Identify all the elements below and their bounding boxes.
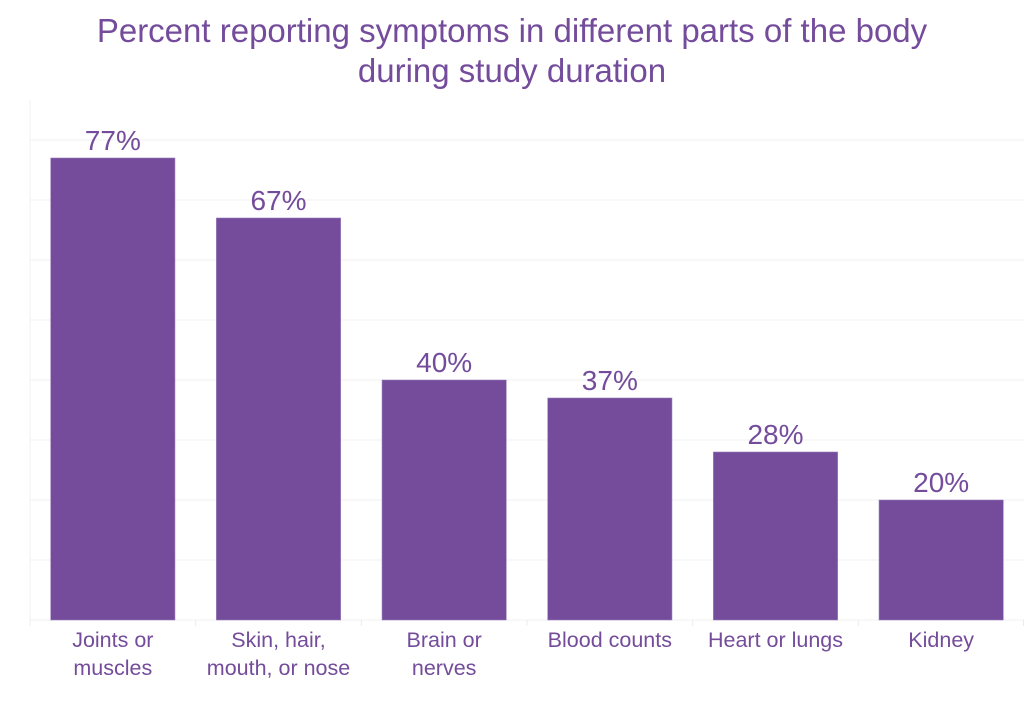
chart-title: Percent reporting symptoms in different … (97, 12, 928, 89)
data-label: 67% (250, 185, 306, 216)
data-label: 37% (582, 365, 638, 396)
bars (50, 157, 1004, 621)
bar (50, 157, 176, 621)
gridlines (29, 100, 1024, 626)
x-axis-tick-labels: Joints or muscles Skin, hair, mouth, or nos… (72, 628, 974, 680)
x-tick-label: Blood counts (548, 628, 672, 652)
x-tick-label: Brain or (407, 628, 482, 652)
x-tick-label: muscles (73, 656, 152, 680)
chart-title-line: during study duration (358, 52, 666, 89)
x-tick-label: Kidney (908, 628, 974, 652)
data-label: 40% (416, 347, 472, 378)
bar (878, 499, 1004, 621)
bar (547, 397, 673, 621)
data-label: 77% (85, 125, 141, 156)
data-label: 20% (913, 467, 969, 498)
x-tick-label: mouth, or nose (207, 656, 350, 680)
data-label: 28% (747, 419, 803, 450)
bar (216, 217, 341, 621)
bar (713, 451, 838, 621)
x-tick-label: Skin, hair, (231, 628, 325, 652)
x-tick-label: Heart or lungs (708, 628, 843, 652)
x-tick-label: Joints or (72, 628, 153, 652)
x-tick-label: nerves (412, 656, 477, 680)
chart-title-line: Percent reporting symptoms in different … (97, 12, 928, 49)
data-labels: 77% 67% 40% 37% 28% 20% (85, 125, 969, 498)
bar (381, 379, 507, 621)
